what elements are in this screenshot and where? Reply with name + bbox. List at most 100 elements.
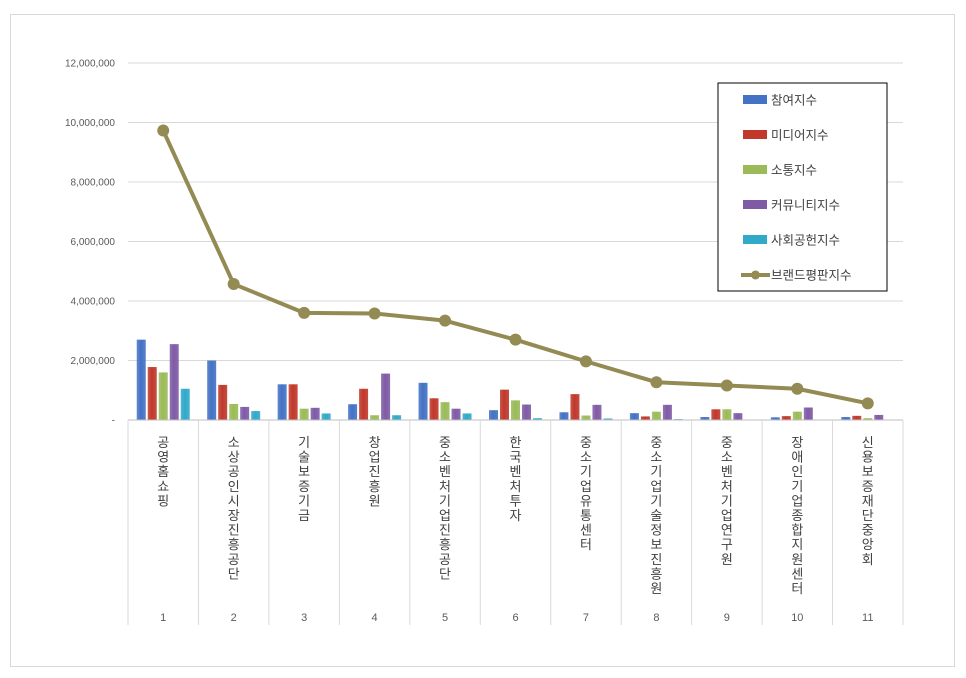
x-rank-label-4: 4: [372, 612, 378, 624]
x-axis-category-labels: 공 영 홈 쇼 핑 1 소 상 공 인 시 장 진 흥 공 단 2 기 술 보 증 기 금 3 창 업 진 흥 원 4 중 소 벤 처 기 업 진 흥 공 단…: [157, 436, 874, 624]
brand-index-point-4: [368, 307, 381, 320]
bar-1-3: [277, 384, 287, 420]
bar-3-4: [370, 415, 380, 420]
y-tick-label: 2,000,000: [71, 356, 116, 367]
y-axis-ticks: - 2,000,000 4,000,000 6,000,000 8,000,000 10,…: [65, 59, 115, 427]
bar-2-8: [640, 416, 650, 420]
legend-marker: [751, 270, 760, 280]
brand-index-point-3: [298, 306, 311, 319]
bar-3-11: [863, 418, 873, 420]
brand-index-point-8: [650, 376, 663, 389]
y-tick-label: 8,000,000: [71, 178, 116, 189]
y-tick-label: 4,000,000: [71, 297, 116, 308]
bar-series: [136, 339, 884, 420]
brand-index-point-1: [157, 124, 170, 137]
bar-2-7: [570, 394, 580, 420]
brand-index-point-10: [791, 382, 804, 395]
bar-3-10: [792, 411, 802, 420]
x-axis: [127, 419, 904, 625]
brand-reputation-chart: - 2,000,000 4,000,000 6,000,000 8,000,000 10,…: [65, 59, 904, 625]
brand-index-point-9: [720, 379, 733, 392]
legend-swatch-5: [743, 235, 767, 244]
bar-1-11: [841, 417, 851, 420]
y-tick-label: -: [112, 416, 115, 427]
bar-2-5: [429, 398, 439, 420]
bar-3-3: [299, 408, 309, 420]
y-tick-label: 10,000,000: [65, 118, 115, 129]
bar-3-6: [511, 400, 520, 420]
legend-swatch-2: [743, 130, 767, 139]
bar-1-8: [629, 413, 639, 420]
bar-4-4: [381, 373, 391, 420]
bar-3-5: [440, 402, 450, 420]
bar-4-7: [592, 404, 602, 420]
bar-4-10: [803, 407, 813, 420]
x-rank-label-8: 8: [653, 612, 659, 624]
x-rank-label-2: 2: [231, 612, 237, 624]
x-rank-label-6: 6: [512, 612, 518, 624]
bar-1-5: [418, 382, 428, 420]
x-rank-label-7: 7: [583, 612, 589, 624]
x-rank-label-1: 1: [160, 612, 166, 624]
bar-3-2: [229, 403, 239, 420]
bar-4-3: [310, 407, 320, 420]
line-series: [157, 124, 874, 410]
bar-4-11: [874, 414, 884, 420]
bar-1-7: [559, 412, 569, 420]
legend-label-6: 브랜드평판지수: [771, 268, 852, 283]
bar-4-2: [240, 406, 250, 420]
bar-5-5: [462, 413, 472, 420]
bar-2-10: [781, 416, 791, 420]
bar-4-9: [733, 413, 743, 420]
bar-5-3: [321, 413, 331, 420]
legend-swatch-4: [743, 200, 767, 209]
legend-label-5: 사회공헌지수: [771, 233, 840, 248]
legend-swatch-3: [743, 165, 767, 174]
legend-label-1: 참여지수: [771, 93, 817, 108]
brand-index-point-2: [227, 278, 240, 291]
x-rank-label-5: 5: [442, 612, 448, 624]
bar-5-1: [180, 388, 190, 420]
chart-frame: - 2,000,000 4,000,000 6,000,000 8,000,000 10,…: [10, 14, 955, 667]
bar-5-6: [533, 418, 542, 420]
bar-4-6: [522, 404, 531, 420]
legend-swatch-1: [743, 95, 767, 104]
brand-index-point-5: [439, 314, 452, 327]
bar-4-8: [662, 404, 672, 420]
legend-label-2: 미디어지수: [771, 128, 829, 143]
bar-5-4: [392, 415, 402, 420]
gridlines: [128, 62, 903, 361]
legend-label-3: 소통지수: [771, 163, 817, 178]
x-rank-label-3: 3: [301, 612, 307, 624]
bar-2-6: [500, 389, 509, 420]
bar-2-11: [852, 415, 862, 420]
bar-1-6: [489, 410, 498, 420]
y-tick-label: 6,000,000: [71, 237, 116, 248]
bar-3-7: [581, 415, 591, 420]
bar-2-2: [218, 384, 228, 420]
bar-1-2: [207, 360, 217, 420]
brand-index-point-11: [861, 397, 874, 410]
bar-2-3: [288, 384, 298, 420]
y-tick-label: 12,000,000: [65, 59, 115, 70]
x-rank-label-10: 10: [791, 612, 803, 624]
brand-index-point-7: [579, 355, 592, 368]
x-rank-label-9: 9: [724, 612, 730, 624]
bar-2-9: [711, 409, 721, 420]
bar-1-10: [770, 417, 780, 420]
bar-5-7: [603, 418, 613, 420]
bar-4-5: [451, 408, 461, 420]
x-rank-label-11: 11: [862, 612, 873, 624]
